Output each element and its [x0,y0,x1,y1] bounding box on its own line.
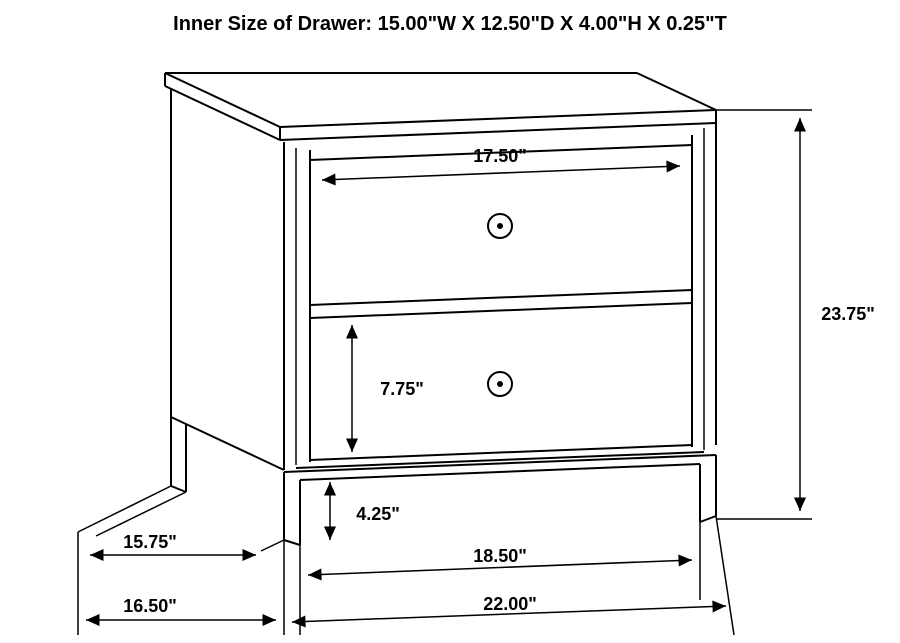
dim-outer-width: 22.00" [483,594,537,614]
dim-leg-height: 4.25" [356,504,400,524]
dim-outer-depth: 16.50" [123,596,177,616]
dimension-drawing: Inner Size of Drawer: 15.00"W X 12.50"D … [0,0,900,643]
title-text: Inner Size of Drawer: 15.00"W X 12.50"D … [173,13,727,35]
dim-total-height: 23.75" [821,304,875,324]
dim-drawer-width: 17.50" [473,146,527,166]
dim-drawer-height: 7.75" [380,379,424,399]
diagram-container: { "title": "Inner Size of Drawer: 15.00\… [0,0,900,643]
dim-inner-depth: 15.75" [123,532,177,552]
dim-inner-width: 18.50" [473,546,527,566]
